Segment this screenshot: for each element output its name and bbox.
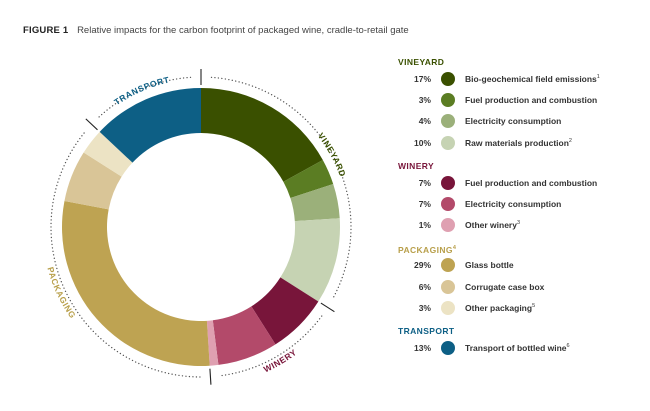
legend-swatch bbox=[441, 93, 455, 108]
figure-number: FIGURE 1 bbox=[23, 25, 69, 36]
legend-group-packaging: PACKAGING4 bbox=[398, 245, 457, 256]
chart-legend: VINEYARD 17% Bio-geochemical field emissio… bbox=[398, 55, 648, 360]
slice-winery-other-winery bbox=[206, 320, 219, 366]
legend-percent: 7% bbox=[418, 177, 431, 188]
slice-vineyard-electricity-consumption bbox=[290, 184, 340, 222]
legend-label: Transport of bottled wine6 bbox=[465, 342, 570, 353]
legend-label: Glass bottle bbox=[465, 260, 514, 271]
figure-caption: Relative impacts for the carbon footprin… bbox=[77, 25, 409, 36]
legend-item-winery-electricity-consumption: 7% Electricity consumption bbox=[398, 195, 648, 216]
legend-item-winery-other-winery: 1% Other winery3 bbox=[398, 216, 648, 237]
legend-swatch bbox=[441, 258, 455, 273]
legend-swatch bbox=[441, 114, 455, 129]
group-arc-winery bbox=[220, 315, 323, 377]
legend-label: Other packaging5 bbox=[465, 302, 536, 313]
legend-label: Electricity consumption bbox=[465, 198, 562, 209]
legend-swatch bbox=[441, 175, 455, 190]
group-arc-packaging bbox=[50, 131, 201, 378]
legend-item-winery-fuel-production-and-combustion: 7% Fuel production and combustion bbox=[398, 174, 648, 195]
legend-item-vineyard-electricity-consumption: 4% Electricity consumption bbox=[398, 112, 648, 133]
legend-percent: 13% bbox=[413, 342, 431, 353]
group-label-winery: WINERY bbox=[262, 347, 299, 374]
slice-winery-fuel-production-and-combustion bbox=[251, 277, 319, 345]
legend-label: Bio-geochemical field emissions1 bbox=[465, 74, 600, 84]
group-separator-transport bbox=[85, 118, 98, 131]
legend-item-packaging-corrugate-case-box: 6% Corrugate case box bbox=[398, 278, 648, 299]
slice-packaging-glass-bottle bbox=[61, 200, 210, 366]
legend-percent: 1% bbox=[418, 220, 431, 231]
legend-swatch bbox=[441, 72, 455, 86]
legend-percent: 10% bbox=[413, 137, 431, 148]
legend-swatch bbox=[441, 196, 455, 211]
legend-item-vineyard-raw-materials-production: 10% Raw materials production2 bbox=[398, 134, 648, 155]
slice-winery-electricity-consumption bbox=[212, 306, 276, 365]
legend-percent: 3% bbox=[418, 302, 431, 313]
legend-item-vineyard-bio-geochemical-field-emissions: 17% Bio-geochemical field emissions1 bbox=[398, 70, 648, 91]
slice-transport-transport-of-bottled-wine bbox=[99, 88, 201, 163]
legend-percent: 6% bbox=[418, 281, 431, 292]
group-arc-vineyard bbox=[210, 76, 352, 299]
legend-label: Corrugate case box bbox=[465, 281, 545, 292]
legend-swatch bbox=[441, 135, 455, 150]
legend-percent: 3% bbox=[418, 95, 431, 106]
legend-label: Fuel production and combustion bbox=[465, 95, 598, 106]
slice-vineyard-raw-materials-production bbox=[280, 218, 340, 302]
figure-title: FIGURE 1 Relative impacts for the carbon… bbox=[23, 25, 409, 36]
slice-packaging-other-packaging bbox=[83, 131, 133, 177]
slice-packaging-corrugate-case-box bbox=[64, 152, 122, 210]
group-separator-packaging bbox=[209, 368, 212, 385]
legend-swatch bbox=[441, 300, 455, 315]
legend-percent: 17% bbox=[413, 74, 431, 84]
legend-item-packaging-glass-bottle: 29% Glass bottle bbox=[398, 256, 648, 277]
legend-swatch bbox=[441, 279, 455, 294]
legend-group-transport: TRANSPORT bbox=[398, 325, 455, 336]
slice-vineyard-bio-geochemical-field-emissions bbox=[201, 88, 323, 182]
legend-label: Electricity consumption bbox=[465, 116, 562, 127]
legend-group-winery: WINERY bbox=[398, 160, 435, 171]
legend-item-packaging-other-packaging: 3% Other packaging5 bbox=[398, 299, 648, 320]
legend-label: Fuel production and combustion bbox=[465, 177, 598, 188]
legend-percent: 7% bbox=[418, 198, 431, 209]
slice-vineyard-fuel-production-and-combustion bbox=[283, 160, 334, 198]
legend-percent: 29% bbox=[413, 260, 431, 271]
group-separator-winery bbox=[320, 302, 335, 313]
legend-item-transport-transport-of-bottled-wine: 13% Transport of bottled wine6 bbox=[398, 339, 648, 360]
legend-percent: 4% bbox=[418, 116, 431, 127]
legend-swatch bbox=[441, 218, 455, 233]
legend-label: Raw materials production2 bbox=[465, 137, 572, 148]
group-arc-transport bbox=[98, 76, 192, 118]
legend-group-vineyard: VINEYARD bbox=[398, 57, 445, 67]
legend-label: Other winery3 bbox=[465, 220, 521, 231]
legend-swatch bbox=[441, 340, 455, 355]
legend-item-vineyard-fuel-production-and-combustion: 3% Fuel production and combustion bbox=[398, 91, 648, 112]
